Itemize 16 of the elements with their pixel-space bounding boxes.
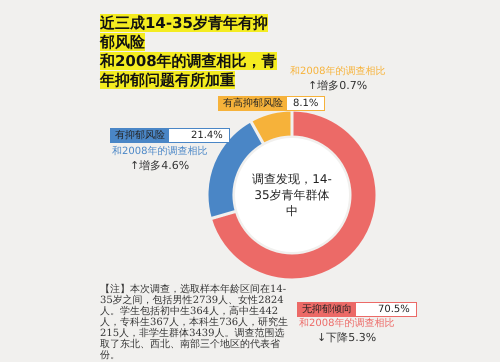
slice-label: 有抑郁风险 (111, 129, 169, 142)
text: 和2008年的调查相比 (290, 66, 386, 78)
text: 和2008年的调查相比 (112, 146, 208, 158)
chart-title: 近三成14-35岁青年有抑郁风险 (100, 14, 268, 51)
text: ↑增多0.7% (308, 79, 368, 92)
data-label: 21.4% (190, 129, 224, 142)
text: ↑增多4.6% (130, 159, 190, 172)
text: 和2008年的调查相比 (299, 318, 394, 330)
text: ↓下降5.3% (317, 331, 376, 344)
text: 【注】本次调查，选取样本年龄区间在14-35岁之间，包括男性2739人、女性2824人。学生包括初中生364人，高中生442人，专科生367人，本科生736人，研究生215人，非学生群体3439人。调查范围选取了东北、西北、南部三个地区的代表省份。 (100, 284, 290, 361)
data-label: 8.1% (292, 97, 320, 110)
chart-subtitle: 和2008年的调查相比，青年抑郁问题有所加重 (100, 52, 277, 89)
data-label: 70.5% (377, 303, 411, 316)
slice-label: 有高抑郁风险 (219, 97, 287, 110)
slice-label: 无抑郁倾向 (298, 303, 356, 316)
text: 调查发现，14-35岁青年群体中 (251, 171, 333, 219)
